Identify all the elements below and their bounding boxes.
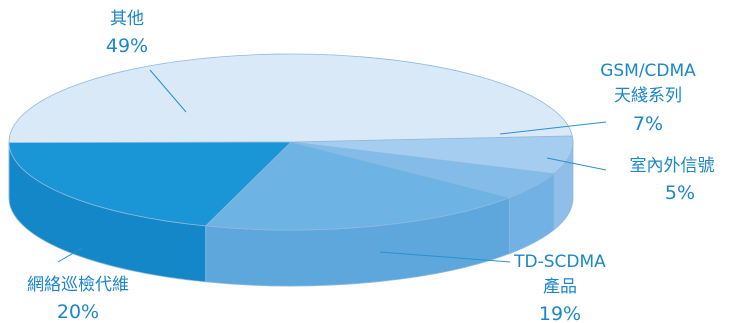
pie-slice-4 [8,141,292,227]
slice-label-0: 其他 [110,9,144,29]
slice-percent-4: 20% [57,301,99,323]
pie-slice-1 [290,135,574,175]
leader-line-2 [546,157,607,171]
pie-side-walls [8,141,574,287]
leader-line-3 [379,251,511,263]
leader-line-0 [149,69,187,113]
pie-slice-0 [8,53,573,144]
slice-label-1-line1: 天綫系列 [614,86,682,106]
slice-label-1-line0: GSM/CDMA [600,61,696,81]
slice-label-3-line1: 產品 [543,277,577,297]
slice-label-3-line0: TD-SCDMA [513,252,606,272]
pie-top-slices [8,53,574,231]
slice-percent-2: 5% [665,182,695,204]
pie-slice-3 [204,141,511,231]
leader-line-4 [57,247,83,263]
slice-percent-0: 49% [106,35,148,57]
slice-percent-3: 19% [539,303,581,323]
leader-lines [57,69,607,263]
slice-label-2: 室內外信號 [630,156,715,176]
slice-label-4: 網絡巡檢代維 [27,275,129,295]
slice-percent-1: 7% [633,113,663,135]
leader-line-1 [499,121,607,135]
slice-labels: 其他 49% GSM/CDMA 天綫系列 7% 室內外信號 5% TD-SCDMA 產品 19% 網… [27,9,715,323]
